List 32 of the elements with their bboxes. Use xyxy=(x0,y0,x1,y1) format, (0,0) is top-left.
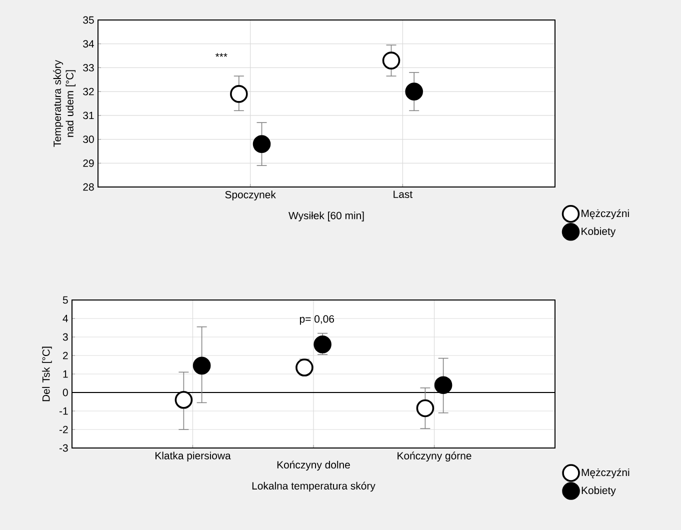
legend-label: Mężczyźni xyxy=(582,209,629,220)
y-tick-label: 34 xyxy=(83,40,94,48)
x-tick-label: Kończyny górne xyxy=(398,452,472,462)
y-axis-title: Temperatura skóry nad udem [°C] xyxy=(53,60,76,147)
y-tick-label: 0 xyxy=(62,388,68,396)
legend-label: Kobiety xyxy=(582,486,616,496)
y-axis-title: Del Tsk [°C] xyxy=(42,346,52,402)
x-tick-label: Klatka piersiowa xyxy=(156,452,231,462)
y-tick-label: 35 xyxy=(83,16,94,24)
annotation: p= 0,06 xyxy=(300,315,334,325)
x-tick-label: Last xyxy=(394,190,412,198)
x-tick-label: Spoczynek xyxy=(225,190,276,200)
annotation: *** xyxy=(215,53,228,57)
y-tick-label: 32 xyxy=(83,88,94,96)
x-tick-label: Kończyny dolne xyxy=(277,460,350,471)
y-tick-label: 2 xyxy=(63,352,68,360)
y-tick-label: 5 xyxy=(62,296,68,304)
legend-label: Mężczyźni xyxy=(582,468,630,478)
y-tick-label: 29 xyxy=(83,159,94,167)
y-tick-label: -2 xyxy=(59,426,68,434)
x-axis-title: Lokalna temperatura skóry xyxy=(252,482,376,492)
legend-label: Kobiety xyxy=(582,227,616,238)
y-tick-label: 33 xyxy=(83,64,94,72)
y-tick-label: 30 xyxy=(83,136,94,143)
y-tick-label: -3 xyxy=(59,444,68,452)
x-axis-title: Wysiłek [60 min] xyxy=(288,212,364,222)
y-tick-label: 31 xyxy=(83,112,94,120)
y-tick-label: -1 xyxy=(59,407,68,415)
y-tick-label: 4 xyxy=(62,314,68,322)
y-tick-label: 28 xyxy=(83,183,94,191)
y-tick-label: 3 xyxy=(62,333,68,341)
y-tick-label: 1 xyxy=(63,370,68,378)
